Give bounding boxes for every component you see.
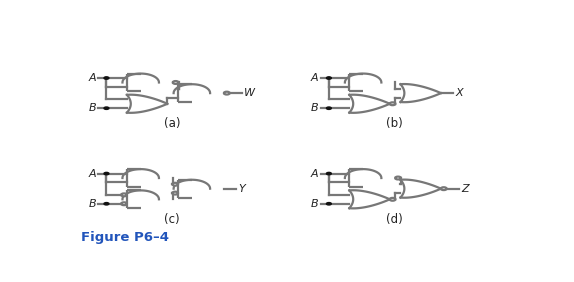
Text: A: A bbox=[88, 169, 96, 179]
Text: A: A bbox=[311, 169, 319, 179]
Circle shape bbox=[395, 177, 401, 179]
Circle shape bbox=[390, 102, 395, 105]
Text: B: B bbox=[88, 103, 96, 113]
Circle shape bbox=[327, 77, 331, 79]
Text: Y: Y bbox=[239, 184, 245, 194]
Circle shape bbox=[172, 192, 178, 195]
Circle shape bbox=[121, 193, 127, 196]
Text: Figure P6–4: Figure P6–4 bbox=[80, 232, 169, 244]
Circle shape bbox=[390, 198, 395, 201]
Circle shape bbox=[121, 202, 127, 205]
Text: A: A bbox=[88, 73, 96, 83]
Text: W: W bbox=[245, 88, 255, 98]
Text: X: X bbox=[456, 88, 463, 98]
Circle shape bbox=[327, 107, 331, 109]
Text: B: B bbox=[88, 199, 96, 209]
Circle shape bbox=[327, 202, 331, 205]
Circle shape bbox=[173, 81, 179, 84]
Text: B: B bbox=[311, 103, 319, 113]
Text: (a): (a) bbox=[164, 118, 180, 131]
Text: A: A bbox=[311, 73, 319, 83]
Circle shape bbox=[104, 107, 109, 109]
Circle shape bbox=[104, 77, 109, 79]
Text: (c): (c) bbox=[164, 213, 180, 226]
Text: B: B bbox=[311, 199, 319, 209]
Circle shape bbox=[172, 183, 178, 186]
Text: Z: Z bbox=[461, 184, 469, 194]
Text: (d): (d) bbox=[386, 213, 402, 226]
Text: (b): (b) bbox=[386, 118, 402, 131]
Circle shape bbox=[104, 202, 109, 205]
Circle shape bbox=[327, 172, 331, 175]
Circle shape bbox=[224, 92, 230, 94]
Circle shape bbox=[104, 172, 109, 175]
Circle shape bbox=[441, 187, 447, 190]
